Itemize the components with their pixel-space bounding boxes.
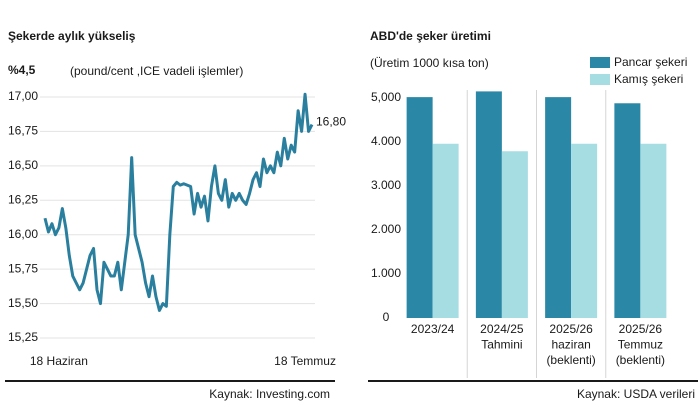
bar (571, 143, 598, 318)
y-tick-label: 16,25 (8, 192, 38, 206)
source: Kaynak: USDA verileri (577, 387, 695, 401)
subtitle: (Üretim 1000 kısa ton) (370, 56, 489, 70)
x-tick-label: 2024/25 Tahmini (480, 322, 524, 352)
bar (545, 97, 572, 319)
y-tick-label: 16,75 (8, 124, 38, 138)
x-tick-label: 18 Haziran (30, 354, 88, 368)
bar (501, 151, 528, 318)
y-tick-label: 17,00 (8, 89, 38, 103)
y-tick-label: 15,50 (8, 296, 38, 310)
chart-title: ABD'de şeker üretimi (370, 29, 491, 43)
x-tick-line: (beklenti) (546, 353, 595, 367)
source: Kaynak: Investing.com (209, 387, 330, 401)
y-tick-label: 4.000 (371, 134, 401, 148)
y-tick-label: 2.000 (371, 222, 401, 236)
subtitle: (pound/cent ,ICE vadeli işlemler) (70, 64, 243, 78)
x-tick-label: 2025/26 haziran (beklenti) (546, 322, 595, 367)
y-tick-label: 15,75 (8, 261, 38, 275)
value-label: 16,80 (316, 115, 346, 129)
legend-label: Pancar şekeri (614, 55, 687, 69)
x-tick-line: haziran (551, 338, 590, 352)
y-tick-label: 0 (383, 310, 390, 324)
y-tick-label: 3.000 (371, 178, 401, 192)
x-tick-label: 2023/24 (411, 322, 455, 336)
x-tick-line: (beklenti) (616, 353, 665, 367)
legend-label: Kamış şekeri (614, 72, 683, 86)
bar (640, 143, 667, 318)
bar (475, 91, 502, 319)
bar (614, 103, 641, 318)
x-tick-line: 2024/25 (480, 322, 524, 336)
x-tick-line: Tahmini (481, 338, 522, 352)
y-tick-label: 1.000 (371, 266, 401, 280)
x-tick-label: 2025/26 Temmuz (beklenti) (616, 322, 665, 367)
legend-swatch (590, 57, 610, 68)
bar (406, 97, 433, 319)
bar (432, 143, 459, 318)
highlight: %4,5 (8, 63, 36, 77)
y-tick-label: 5,000 (371, 90, 401, 104)
legend-swatch (590, 74, 610, 85)
x-tick-label: 18 Temmuz (274, 354, 336, 368)
y-tick-label: 15,25 (8, 330, 38, 344)
y-tick-label: 16,50 (8, 158, 38, 172)
x-tick-line: 2023/24 (411, 322, 455, 336)
x-tick-line: Temmuz (618, 338, 663, 352)
price-line (43, 92, 314, 312)
x-tick-line: 2025/26 (619, 322, 663, 336)
chart-title: Şekerde aylık yükseliş (8, 29, 136, 43)
y-tick-label: 16,00 (8, 227, 38, 241)
x-tick-line: 2025/26 (549, 322, 593, 336)
